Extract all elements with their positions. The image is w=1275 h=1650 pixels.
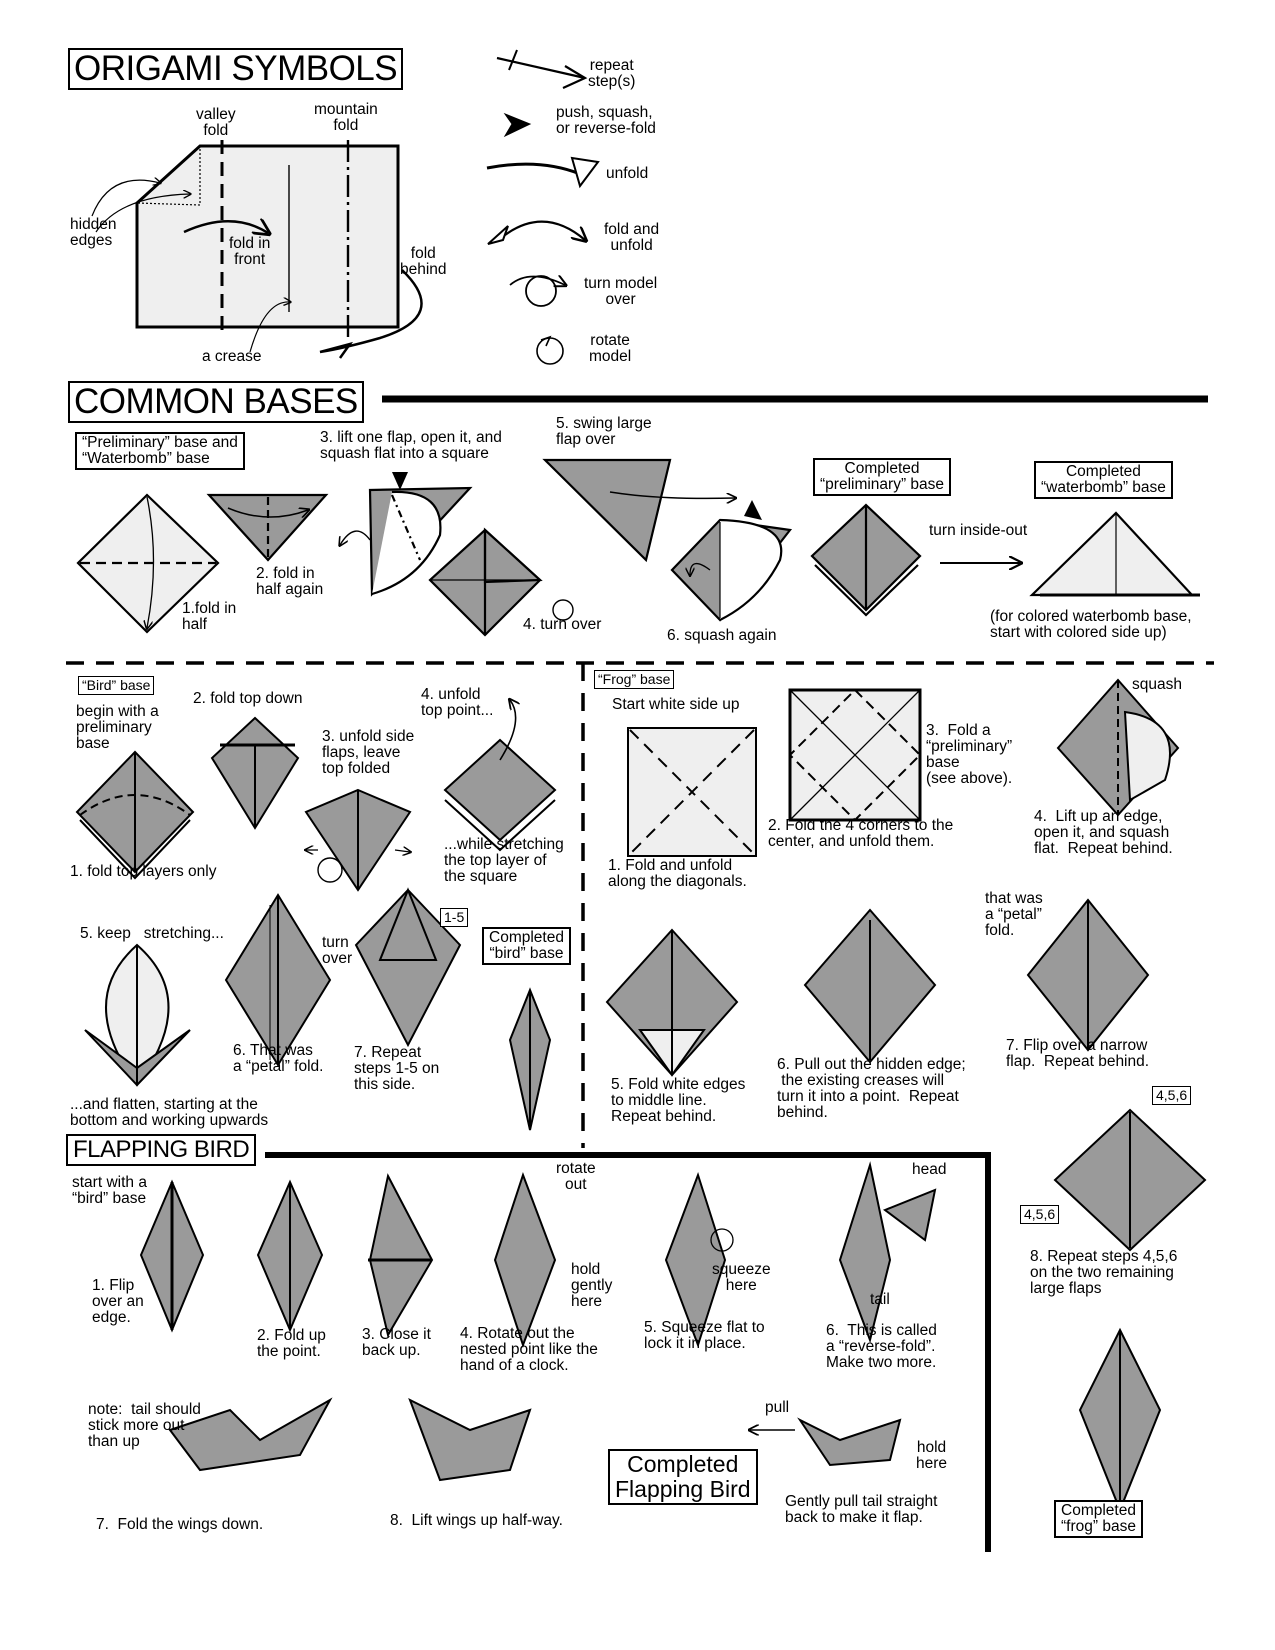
- flapping-bird-title: FLAPPING BIRD: [66, 1134, 257, 1166]
- frog-step8: 8. Repeat steps 4,5,6 on the two remaini…: [1030, 1248, 1178, 1297]
- bases-step5: 5. swing large flap over: [556, 415, 652, 448]
- fold-in-front-label: fold in front: [229, 235, 271, 268]
- flapping-step2: 2. Fold up the point.: [257, 1327, 326, 1360]
- completed-flapping-bird-box: Completed Flapping Bird: [608, 1449, 758, 1505]
- gently-pull-note: Gently pull tail straight back to make i…: [785, 1493, 938, 1526]
- frog-base-diagrams: [605, 678, 1207, 1513]
- hold-gently-label: hold gently here: [571, 1261, 613, 1310]
- completed-bird-box: Completed “bird” base: [482, 927, 571, 965]
- frog-step5: 5. Fold white edges to middle line. Repe…: [611, 1076, 746, 1125]
- completed-preliminary-box: Completed “preliminary” base: [813, 458, 952, 496]
- frog-step2: 2. Fold the 4 corners to the center, and…: [768, 817, 954, 850]
- flapping-step8: 8. Lift wings up half-way.: [390, 1512, 563, 1529]
- flapping-step1: 1. Flip over an edge.: [92, 1277, 144, 1326]
- colored-waterbomb-note: (for colored waterbomb base, start with …: [990, 608, 1192, 641]
- flapping-step7: 7. Fold the wings down.: [96, 1516, 264, 1533]
- bird-while-stretching: ...while stretching the top layer of the…: [444, 836, 564, 885]
- frog-step4: 4. Lift up an edge, open it, and squash …: [1034, 808, 1173, 857]
- frog-tag-456-bottom: 4,5,6: [1020, 1205, 1060, 1224]
- bird-step3: 3. unfold side flaps, leave top folded: [322, 728, 415, 777]
- flapping-step3: 3. Close it back up.: [362, 1326, 431, 1359]
- frog-base-tag: “Frog” base: [594, 670, 675, 689]
- bird-flatten: ...and flatten, starting at the bottom a…: [70, 1096, 269, 1129]
- bases-step4: 4. turn over: [523, 616, 602, 633]
- valley-fold-label: valley fold: [196, 106, 236, 139]
- rotate-out-label: rotate out: [556, 1160, 596, 1193]
- repeat-steps-label: repeat step(s): [588, 57, 636, 90]
- completed-waterbomb-box: Completed “waterbomb” base: [1034, 461, 1173, 499]
- bases-diagrams: [76, 458, 1200, 637]
- bird-step7: 7. Repeat steps 1-5 on this side.: [354, 1044, 440, 1093]
- frog-squash: squash: [1132, 676, 1182, 693]
- bird-begin: begin with a preliminary base: [76, 703, 159, 752]
- flapping-start: start with a “bird” base: [72, 1174, 147, 1207]
- fold-and-unfold-label: fold and unfold: [604, 221, 660, 254]
- bases-step3: 3. lift one flap, open it, and squash fl…: [320, 429, 502, 462]
- rotate-model-label: rotate model: [589, 332, 632, 365]
- a-crease-label: a crease: [202, 348, 262, 365]
- bases-title: COMMON BASES: [68, 381, 364, 423]
- mountain-fold-label: mountain fold: [314, 101, 378, 134]
- hidden-edges-label: hidden edges: [70, 216, 117, 249]
- hold-here-label: hold here: [916, 1439, 948, 1472]
- symbols-title: ORIGAMI SYMBOLS: [68, 48, 404, 90]
- bird-step5: 5. keep stretching...: [80, 925, 224, 942]
- frog-step1: 1. Fold and unfold along the diagonals.: [608, 857, 747, 890]
- completed-frog-box: Completed “frog” base: [1054, 1500, 1143, 1538]
- tail-label: tail: [870, 1291, 890, 1308]
- turn-model-over-label: turn model over: [584, 275, 658, 308]
- pull-label: pull: [765, 1399, 790, 1416]
- frog-step6: 6. Pull out the hidden edge; the existin…: [777, 1056, 966, 1121]
- tail-note: note: tail should stick more out than up: [88, 1401, 201, 1450]
- fold-behind-label: fold behind: [400, 245, 447, 278]
- bird-base-tag: “Bird” base: [78, 676, 155, 695]
- bird-step2: 2. fold top down: [193, 690, 303, 707]
- frog-start: Start white side up: [612, 696, 740, 713]
- flapping-step5: 5. Squeeze flat to lock it in place.: [644, 1319, 765, 1352]
- bird-turn-over: turn over: [322, 934, 353, 967]
- symbols-legend: [486, 49, 600, 365]
- bases-step2: 2. fold in half again: [256, 565, 324, 598]
- bird-base-diagrams: [75, 700, 557, 1131]
- section-dividers: [66, 395, 1214, 1552]
- bird-repeat-tag: 1-5: [440, 908, 469, 927]
- prelim-waterbomb-box: “Preliminary” base and “Waterbomb” base: [75, 432, 245, 470]
- frog-tag-456-top: 4,5,6: [1152, 1086, 1192, 1105]
- flapping-bird-diagrams: [139, 1161, 937, 1482]
- bird-step6: 6. That was a “petal” fold.: [233, 1042, 324, 1075]
- turn-inside-out-label: turn inside-out: [929, 522, 1028, 539]
- frog-petal-note: that was a “petal” fold.: [985, 890, 1043, 939]
- symbols-sheet: [91, 140, 423, 359]
- flapping-step4: 4. Rotate out the nested point like the …: [460, 1325, 598, 1374]
- squeeze-here-label: squeeze here: [712, 1261, 771, 1294]
- head-label: head: [912, 1161, 947, 1178]
- frog-step3: 3. Fold a “preliminary” base (see above)…: [926, 722, 1013, 787]
- bases-step6: 6. squash again: [667, 627, 777, 644]
- frog-step7: 7. Flip over a narrow flap. Repeat behin…: [1006, 1037, 1150, 1070]
- bird-step4: 4. unfold top point...: [421, 686, 494, 719]
- flapping-step6: 6. This is called a “reverse-fold”. Make…: [826, 1322, 937, 1371]
- push-squash-label: push, squash, or reverse-fold: [556, 104, 656, 137]
- bird-step1: 1. fold top layers only: [70, 863, 217, 880]
- unfold-label: unfold: [606, 165, 649, 182]
- bases-step1: 1.fold in half: [182, 600, 237, 633]
